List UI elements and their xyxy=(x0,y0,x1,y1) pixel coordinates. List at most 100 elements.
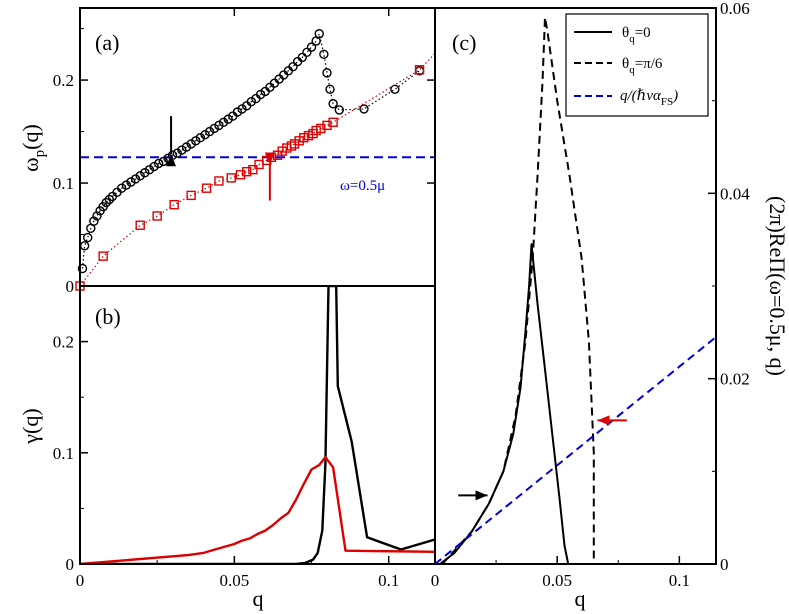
panel-b-series-1-line xyxy=(80,456,435,564)
panel-a-point xyxy=(226,173,236,183)
panel-a-arrow-head xyxy=(166,154,177,167)
panel-a-point xyxy=(181,142,192,152)
panel-c-ytick-label: 0.06 xyxy=(720,0,750,18)
panel-c-arrow-head xyxy=(475,490,488,501)
legend-label-0: θq=0 xyxy=(622,25,651,45)
legend-label-1: θq=π/6 xyxy=(622,56,663,76)
panel-a-point xyxy=(140,168,150,178)
legend-label-2-rest: ) xyxy=(672,88,678,104)
panel-a-point xyxy=(390,84,400,95)
legend-label-1-main: θ xyxy=(622,56,629,72)
panel-a-point xyxy=(314,29,324,39)
panel-a-point xyxy=(191,136,201,146)
panel-b-ytick-label: 0.2 xyxy=(53,333,74,352)
legend-label-0-main: θ xyxy=(622,25,629,41)
panel-a-annotation: ω=0.5μ xyxy=(340,178,385,194)
legend-label-2-main: q/(ℏvα xyxy=(620,88,662,104)
panel-a-point xyxy=(223,114,233,124)
panel-a-point xyxy=(101,197,111,208)
panel-a-point xyxy=(77,263,88,274)
panel-a-point xyxy=(218,117,229,127)
panel-a-point xyxy=(414,65,425,75)
panel-a-point xyxy=(302,47,312,57)
panel-b-xtick-label: 0 xyxy=(76,571,85,590)
panel-a-point xyxy=(237,104,247,114)
panel-a-point xyxy=(204,126,215,137)
panel-a-point xyxy=(201,183,212,193)
panel-c-arrows xyxy=(458,415,627,501)
panel-a-point xyxy=(186,139,196,149)
panel-a-point xyxy=(83,232,93,243)
legend-label-1-rest: =π/6 xyxy=(635,56,663,72)
panel-a-point xyxy=(126,177,136,187)
panel-a-point xyxy=(152,211,162,221)
panel-a-point xyxy=(200,129,210,140)
panel-a-point xyxy=(158,156,169,167)
legend-label-2-sub: FS xyxy=(661,96,673,108)
panel-a-point xyxy=(92,211,102,221)
panel-c-ytick-label: 0.04 xyxy=(720,184,750,203)
panel-a-point xyxy=(255,89,266,100)
panel-a-point xyxy=(328,117,338,127)
panel-c: 0 0.02 0.04 0.06 0 0.05 0.1 (c) (2π)ReΠ(ω=0.5μ… xyxy=(431,0,789,611)
panel-b-series-0-line xyxy=(80,286,435,564)
legend-label-0-sub: q xyxy=(629,33,635,45)
panel-a-point xyxy=(241,167,252,177)
panel-a-ytick-label: 0 xyxy=(66,277,75,296)
panel-a-point xyxy=(89,216,99,226)
panel-b-ticks: 0 0.1 0.2 0 0.05 0.1 xyxy=(53,333,400,590)
panel-b-label: (b) xyxy=(95,304,121,329)
panel-b-ytick-label: 0.1 xyxy=(53,444,74,463)
panel-a-point xyxy=(186,190,196,201)
panel-a-point xyxy=(154,158,164,169)
panel-a-ylabel: ωp(q) xyxy=(18,124,48,172)
panel-a-arrow-head xyxy=(264,152,275,165)
panel-a-ytick-label: 0.1 xyxy=(53,174,74,193)
panel-c-xlabel: q xyxy=(575,586,586,611)
panel-c-xtick-label: 0.05 xyxy=(542,571,572,590)
panel-c-series-2-line xyxy=(435,336,716,564)
panel-a-ytick-label: 0.2 xyxy=(53,71,74,90)
panel-c-series xyxy=(435,16,716,564)
panel-a-point xyxy=(172,148,182,158)
panel-b-ylabel: γ(q) xyxy=(18,408,43,444)
panel-a-point xyxy=(248,164,258,175)
panel-c-xtick-label: 0 xyxy=(431,571,440,590)
panel-c-ytick-label: 0.02 xyxy=(720,370,750,389)
panel-a-ylabel-rest: (q) xyxy=(18,124,43,150)
panel-a: 0 0.1 0.2 (a) ω=0.5μ ωp(q) xyxy=(18,7,436,296)
panel-a-point xyxy=(104,194,115,205)
panel-a-point xyxy=(135,171,145,181)
panel-a-point xyxy=(144,164,155,175)
panel-a-ticks: 0 0.1 0.2 xyxy=(53,8,435,296)
panel-a-point xyxy=(319,49,329,60)
panel-a-point xyxy=(209,123,219,134)
panel-a-point xyxy=(130,174,141,184)
panel-c-ytick-label: 0 xyxy=(720,555,729,574)
panel-a-ylabel-main: ω xyxy=(18,157,43,171)
panel-a-point xyxy=(98,251,108,261)
panel-a-point xyxy=(246,96,257,107)
panel-a-point xyxy=(308,128,318,139)
panel-a-ylabel-sub: p xyxy=(32,150,48,158)
panel-a-point xyxy=(359,104,369,114)
panel-a-point xyxy=(286,141,297,151)
legend-label-2: q/(ℏvαFS) xyxy=(620,88,678,108)
panel-a-point xyxy=(121,180,132,190)
panel-b-ytick-label: 0 xyxy=(66,555,75,574)
panel-a-point xyxy=(195,133,206,143)
panel-a-point xyxy=(316,123,326,134)
panel-a-label: (a) xyxy=(95,30,119,55)
panel-b-xtick-label: 0.1 xyxy=(378,571,399,590)
panel-a-point xyxy=(325,84,335,95)
panel-a-point xyxy=(297,52,307,63)
legend-label-0-rest: =0 xyxy=(635,25,651,41)
panel-c-xtick-label: 0.1 xyxy=(669,571,690,590)
panel-a-point xyxy=(116,183,127,193)
panel-a-point xyxy=(235,170,246,180)
panel-a-arrows xyxy=(166,116,275,201)
panel-a-point xyxy=(322,120,332,131)
panel-a-point xyxy=(169,199,179,210)
panel-a-point xyxy=(288,61,298,72)
